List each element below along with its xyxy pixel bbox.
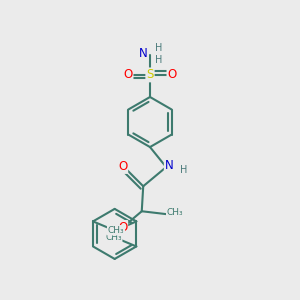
Text: O: O — [118, 221, 127, 234]
Text: O: O — [123, 68, 133, 81]
Text: O: O — [118, 160, 127, 173]
Text: CH₃: CH₃ — [167, 208, 183, 217]
Text: CH₃: CH₃ — [108, 226, 124, 235]
Text: H: H — [154, 55, 162, 65]
Text: S: S — [146, 68, 154, 81]
Text: H: H — [180, 165, 187, 175]
Text: N: N — [139, 47, 148, 60]
Text: CH₃: CH₃ — [105, 233, 122, 242]
Text: O: O — [167, 68, 177, 81]
Text: N: N — [165, 159, 173, 172]
Text: H: H — [154, 44, 162, 53]
